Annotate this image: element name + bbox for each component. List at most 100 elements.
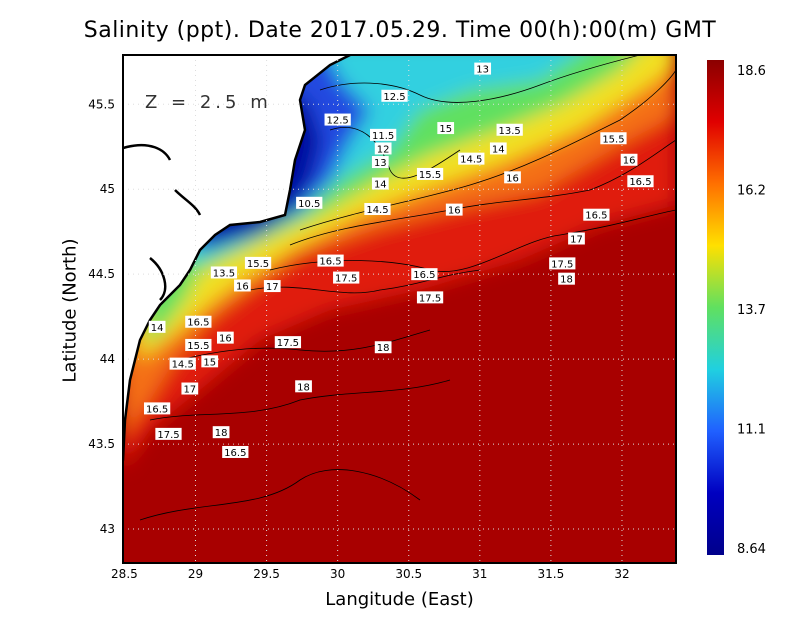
contour-label: 16 — [620, 153, 638, 167]
svg-text:16: 16 — [219, 334, 232, 345]
y-tick-label: 43.5 — [88, 437, 115, 451]
contour-label: 13.5 — [210, 266, 238, 279]
contour-label: 14 — [148, 320, 166, 334]
svg-text:12.5: 12.5 — [327, 116, 349, 127]
y-ticks: 43 43.5 44 44.5 45 45.5 — [88, 97, 115, 536]
svg-text:16.5: 16.5 — [146, 404, 168, 415]
svg-text:15: 15 — [439, 124, 452, 135]
y-tick-label: 45 — [100, 182, 115, 196]
svg-text:13.5: 13.5 — [213, 268, 235, 279]
contour-label: 14.5 — [364, 203, 391, 216]
svg-text:17.5: 17.5 — [157, 430, 179, 441]
contour-label: 16.5 — [222, 445, 249, 459]
colorbar-tick-label: 8.64 — [737, 542, 766, 557]
contour-label: 16 — [504, 171, 521, 184]
contour-label: 10.5 — [296, 196, 323, 210]
y-tick-label: 43 — [100, 522, 115, 536]
contour-label: 15.5 — [600, 132, 627, 145]
colorbar-tick-label: 18.6 — [737, 64, 766, 79]
svg-text:16: 16 — [506, 173, 519, 184]
contour-label: 18 — [212, 426, 230, 439]
svg-text:14.5: 14.5 — [460, 155, 482, 166]
contour-label: 16 — [216, 331, 234, 345]
contour-label: 17.5 — [549, 257, 576, 270]
y-tick-label: 44 — [100, 352, 115, 366]
contour-label: 14.5 — [458, 152, 485, 166]
svg-text:18: 18 — [560, 275, 573, 286]
contour-label: 16.5 — [411, 268, 438, 281]
contour-labels: 13 12.5 12.5 11.5 12 13 14 15 13.5 14 14.5 15.5 16 15… — [143, 62, 654, 459]
contour-label: 15.5 — [185, 338, 212, 352]
svg-text:14: 14 — [374, 180, 387, 191]
svg-text:14.5: 14.5 — [172, 360, 194, 371]
contour-label: 18 — [295, 380, 312, 393]
plot-frame — [122, 54, 677, 564]
svg-text:16: 16 — [236, 281, 249, 292]
contour-label: 17.5 — [155, 427, 182, 441]
svg-text:17: 17 — [570, 234, 583, 245]
svg-text:16.5: 16.5 — [319, 257, 341, 268]
contour-label: 15.5 — [244, 256, 272, 270]
x-tick-label: 29.5 — [253, 567, 280, 581]
svg-text:16.5: 16.5 — [413, 270, 435, 281]
svg-text:16.5: 16.5 — [224, 448, 246, 459]
svg-text:16.5: 16.5 — [187, 318, 209, 329]
svg-text:18: 18 — [377, 343, 390, 354]
contour-label: 14 — [371, 177, 389, 191]
x-tick-label: 30.5 — [395, 567, 422, 581]
svg-text:18: 18 — [215, 428, 228, 439]
contour-label: 17 — [263, 280, 281, 293]
contour-label: 11.5 — [370, 128, 397, 142]
svg-text:13: 13 — [476, 65, 489, 76]
x-tick-label: 29 — [188, 567, 203, 581]
contour-label: 16.5 — [627, 175, 654, 188]
svg-text:12: 12 — [377, 144, 390, 155]
contour-label: 15.5 — [416, 167, 444, 181]
contour-label: 15 — [437, 122, 455, 135]
depth-annotation: Z = 2.5 m — [145, 92, 272, 113]
svg-text:18: 18 — [297, 382, 310, 393]
x-tick-label: 28.5 — [111, 567, 138, 581]
x-tick-label: 30 — [330, 567, 345, 581]
y-tick-label: 45.5 — [88, 97, 115, 111]
contour-label: 16 — [234, 279, 251, 292]
contour-label: 18 — [374, 341, 392, 354]
contour-label: 12 — [374, 142, 392, 155]
coastline-detail — [123, 143, 202, 301]
contour-label: 12.5 — [381, 89, 408, 103]
svg-text:12.5: 12.5 — [383, 92, 405, 103]
svg-text:14: 14 — [151, 323, 164, 334]
land — [123, 55, 352, 462]
contour-label: 12.5 — [324, 113, 351, 127]
contour-label: 16.5 — [583, 208, 610, 222]
svg-text:15.5: 15.5 — [602, 134, 624, 145]
svg-text:11.5: 11.5 — [372, 131, 394, 142]
svg-text:13: 13 — [374, 158, 387, 169]
contour-label: 17 — [181, 382, 199, 396]
contour-label: 16.5 — [185, 315, 212, 329]
svg-text:17.5: 17.5 — [419, 293, 441, 304]
chart-title: Salinity (ppt). Date 2017.05.29. Time 00… — [83, 18, 717, 43]
svg-text:15: 15 — [203, 357, 216, 368]
x-ticks: 28.5 29 29.5 30 30.5 31 31.5 32 — [111, 567, 630, 581]
contour-label: 17.5 — [274, 336, 302, 349]
svg-text:17.5: 17.5 — [277, 338, 299, 349]
colorbar-ticks: 18.6 16.2 13.7 11.1 8.64 — [737, 64, 766, 557]
colorbar-tick-label: 13.7 — [737, 303, 766, 318]
contour-label: 17.5 — [333, 271, 360, 285]
svg-text:17: 17 — [183, 385, 196, 396]
svg-text:14: 14 — [492, 144, 505, 155]
x-tick-label: 32 — [614, 567, 629, 581]
contour-label: 16.5 — [317, 254, 344, 268]
colorbar-tick-label: 16.2 — [737, 184, 766, 199]
contour-label: 18 — [558, 272, 575, 286]
contour-label: 16 — [445, 203, 463, 217]
contour-label: 17.5 — [416, 291, 444, 304]
x-tick-label: 31.5 — [538, 567, 565, 581]
svg-text:15.5: 15.5 — [247, 259, 269, 270]
svg-text:15.5: 15.5 — [187, 341, 209, 352]
colorbar — [707, 60, 724, 555]
grid-lines — [123, 55, 676, 563]
y-tick-label: 44.5 — [88, 267, 115, 281]
contour-label: 14 — [489, 142, 507, 155]
